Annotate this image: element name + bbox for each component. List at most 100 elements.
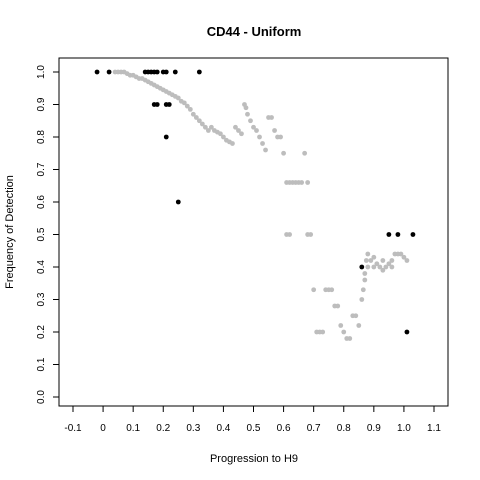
gray-data-point xyxy=(248,118,253,124)
x-tick-label: 0.1 xyxy=(126,423,140,434)
x-tick-label: -0.1 xyxy=(64,423,82,434)
gray-data-point xyxy=(251,124,256,130)
x-axis: -0.1 0 0.1 0.2 0.3 0.4 0.5 0.6 0.7 0.8 0.9 1.0 1.1 xyxy=(64,406,441,434)
gray-data-point xyxy=(287,232,292,237)
black-data-point xyxy=(106,69,112,75)
black-data-point xyxy=(359,264,365,270)
gray-data-point xyxy=(347,336,353,341)
x-tick-label: 0.5 xyxy=(247,423,261,434)
data-points xyxy=(94,69,416,341)
gray-data-point xyxy=(365,251,371,257)
y-axis: 0.0 0.1 0.2 0.3 0.4 0.5 0.6 0.7 0.8 0.9 1.0 xyxy=(36,65,59,404)
gray-data-point xyxy=(269,115,274,120)
y-tick-label: 0.2 xyxy=(36,325,47,339)
x-tick-label: 0.2 xyxy=(156,423,170,434)
gray-data-point xyxy=(305,180,311,185)
gray-data-point xyxy=(299,180,305,185)
gray-data-point xyxy=(341,329,347,335)
y-tick-label: 0.4 xyxy=(36,260,47,274)
chart-title: CD44 - Uniform xyxy=(207,24,302,39)
gray-data-point xyxy=(329,287,335,293)
y-tick-label: 0.1 xyxy=(36,357,47,371)
gray-data-point xyxy=(202,124,208,130)
gray-data-point xyxy=(187,106,193,112)
black-data-point xyxy=(386,232,392,237)
gray-data-point xyxy=(205,128,211,133)
gray-data-point xyxy=(257,134,262,140)
gray-data-point xyxy=(221,134,226,140)
gray-data-point xyxy=(398,251,404,257)
gray-data-point xyxy=(193,115,199,120)
y-tick-label: 0.3 xyxy=(36,292,47,306)
black-data-point xyxy=(163,134,169,140)
black-data-point xyxy=(94,69,100,75)
gray-data-point xyxy=(239,131,244,137)
y-tick-label: 0.8 xyxy=(36,130,47,144)
plot-frame xyxy=(58,57,449,407)
gray-data-point xyxy=(278,134,283,140)
gray-data-point xyxy=(199,121,205,127)
gray-data-point xyxy=(245,111,250,117)
x-tick-label: 0.4 xyxy=(216,423,230,434)
gray-data-point xyxy=(363,258,369,263)
y-axis-label: Frequency of Detection xyxy=(4,175,16,289)
black-data-point xyxy=(175,199,181,205)
gray-data-point xyxy=(243,105,249,111)
black-data-point xyxy=(166,102,172,107)
black-data-point xyxy=(163,69,169,75)
black-data-point xyxy=(172,69,178,75)
gray-data-point xyxy=(371,254,377,260)
gray-data-point xyxy=(401,254,407,260)
y-tick-label: 0.7 xyxy=(36,162,47,176)
gray-data-point xyxy=(281,150,286,156)
gray-data-point xyxy=(356,323,362,328)
gray-data-point xyxy=(196,118,202,124)
gray-data-point xyxy=(218,131,223,137)
gray-data-point xyxy=(302,150,308,156)
gray-data-point xyxy=(362,277,368,283)
black-data-point xyxy=(154,69,160,75)
gray-data-point xyxy=(181,100,187,106)
x-tick-label: 0.7 xyxy=(307,423,321,434)
x-tick-label: 0.3 xyxy=(186,423,200,434)
x-tick-label: 0 xyxy=(100,423,106,434)
gray-data-point xyxy=(260,141,265,146)
gray-data-point xyxy=(389,264,395,270)
black-data-point xyxy=(196,69,202,75)
x-tick-label: 1.1 xyxy=(427,423,441,434)
gray-data-point xyxy=(308,232,314,237)
black-data-point xyxy=(154,102,160,107)
y-tick-label: 0.5 xyxy=(36,227,47,241)
x-tick-label: 0.8 xyxy=(337,423,351,434)
gray-data-point xyxy=(338,323,344,328)
x-tick-label: 1.0 xyxy=(397,423,411,434)
gray-data-point xyxy=(389,258,395,263)
gray-data-point xyxy=(368,258,374,263)
gray-data-point xyxy=(404,258,410,263)
y-tick-label: 1.0 xyxy=(36,65,47,79)
gray-data-point xyxy=(386,261,392,267)
gray-data-point xyxy=(233,124,238,130)
gray-data-point xyxy=(311,287,317,293)
black-data-point xyxy=(410,232,416,237)
gray-data-point xyxy=(377,264,383,270)
gray-data-point xyxy=(208,124,214,130)
x-tick-label: 0.6 xyxy=(277,423,291,434)
gray-data-point xyxy=(380,258,386,263)
gray-data-point xyxy=(230,141,235,146)
gray-data-point xyxy=(184,103,190,109)
gray-data-point xyxy=(365,264,371,270)
gray-data-point xyxy=(360,287,366,293)
gray-data-point xyxy=(254,128,259,133)
gray-data-point xyxy=(175,95,181,101)
x-axis-label: Progression to H9 xyxy=(210,453,298,465)
y-tick-label: 0.0 xyxy=(36,390,47,404)
gray-data-point xyxy=(272,128,277,133)
gray-data-point xyxy=(359,297,365,302)
black-data-point xyxy=(395,232,401,237)
gray-data-point xyxy=(374,261,380,267)
x-tick-label: 0.9 xyxy=(367,423,381,434)
gray-data-point xyxy=(353,313,359,319)
gray-data-point xyxy=(362,271,368,276)
